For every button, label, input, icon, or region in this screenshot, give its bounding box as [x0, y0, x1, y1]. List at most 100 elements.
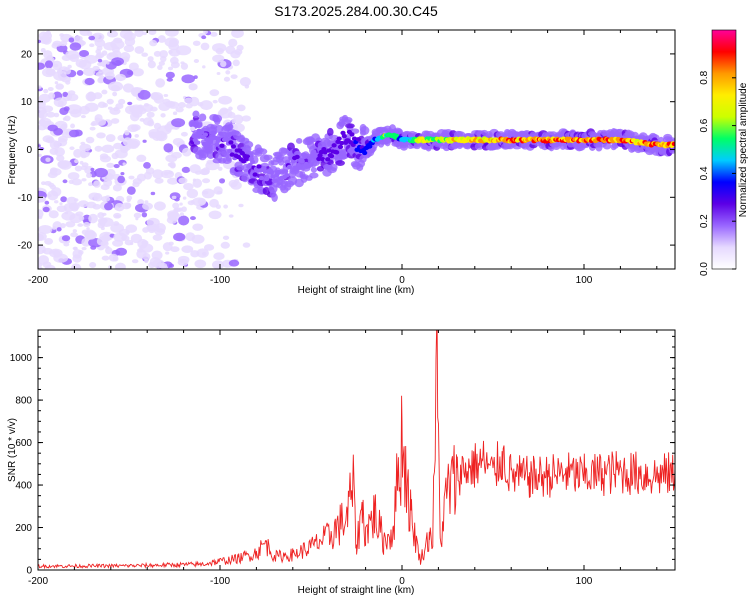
noise-blob	[225, 45, 236, 55]
snr-panel: -200 -100 0 100 0 200 400 600 800 1000 Height of…	[7, 329, 676, 596]
noise-blob	[88, 182, 93, 187]
noise-blob	[203, 244, 215, 251]
noise-blob	[136, 154, 147, 163]
noise-blob	[97, 77, 105, 84]
noise-blob	[186, 188, 199, 199]
noise-blob	[105, 134, 116, 142]
noise-blob	[150, 106, 158, 112]
ridge-core	[299, 159, 305, 164]
noise-blob	[120, 172, 125, 176]
x-tick-label: 0	[399, 576, 405, 587]
noise-blob	[97, 101, 107, 109]
noise-blob	[215, 204, 221, 210]
snr-y-axis-label: SNR (10 * v/v)	[7, 418, 18, 482]
ridge-core	[671, 141, 675, 147]
x-tick-label: -100	[210, 275, 230, 286]
noise-blob	[152, 169, 164, 179]
noise-blob	[88, 213, 98, 224]
noise-blob	[46, 111, 56, 118]
noise-blob	[165, 30, 179, 37]
ridge-halo	[225, 154, 232, 162]
noise-blob	[42, 32, 53, 40]
ridge-core	[269, 170, 275, 175]
noise-blob	[42, 247, 54, 255]
noise-blob	[38, 62, 46, 70]
noise-blob	[101, 50, 108, 56]
noise-blob	[169, 161, 176, 168]
noise-blob	[86, 227, 90, 231]
noise-blob	[159, 50, 168, 59]
ridge-core	[311, 149, 317, 154]
noise-blob	[70, 109, 82, 118]
noise-blob	[213, 252, 225, 261]
noise-blob	[153, 122, 162, 130]
noise-blob	[143, 162, 151, 169]
x-tick-label: 100	[576, 576, 593, 587]
noise-blob	[52, 249, 61, 256]
noise-blob	[49, 167, 58, 174]
noise-blob	[92, 65, 100, 71]
ridge-halo	[295, 137, 303, 144]
colorbar-gradient	[712, 30, 736, 269]
noise-blob	[54, 200, 59, 204]
spectrogram-heatmap	[38, 30, 675, 269]
noise-blob	[129, 112, 140, 122]
noise-blob	[101, 255, 110, 261]
ridge-core	[214, 142, 220, 147]
noise-blob	[234, 48, 243, 55]
noise-blob	[178, 101, 186, 109]
noise-blob	[66, 196, 77, 205]
y-tick-label: -20	[18, 241, 33, 252]
noise-blob	[182, 147, 192, 157]
noise-blob	[69, 213, 83, 224]
noise-blob	[163, 93, 169, 97]
ridge-halo	[335, 160, 345, 166]
ridge-core	[252, 172, 258, 177]
noise-blob	[78, 249, 84, 255]
noise-blob	[197, 102, 204, 107]
noise-blob	[217, 166, 223, 171]
noise-blob	[134, 46, 145, 54]
noise-blob	[41, 67, 56, 78]
noise-blob	[194, 259, 207, 269]
noise-blob	[244, 84, 250, 89]
noise-blob	[228, 214, 234, 218]
ridge-halo	[236, 164, 245, 171]
noise-blob	[133, 212, 142, 219]
noise-blob	[177, 258, 189, 266]
noise-blob	[94, 34, 100, 39]
noise-blob	[41, 249, 46, 254]
noise-blob	[54, 81, 59, 85]
noise-blob	[181, 74, 195, 84]
ridge-core	[247, 162, 253, 168]
noise-blob	[61, 235, 71, 242]
noise-blob	[152, 131, 162, 142]
noise-blob	[147, 56, 154, 62]
noise-blob	[113, 106, 119, 112]
noise-blob	[44, 200, 50, 205]
noise-blob	[56, 227, 62, 232]
ridge-core	[230, 144, 237, 149]
ridge-halo	[602, 142, 612, 150]
noise-blob	[108, 265, 113, 269]
noise-blob	[70, 232, 79, 238]
noise-blob	[142, 252, 151, 261]
noise-blob	[193, 59, 200, 64]
noise-blob	[216, 71, 221, 75]
ridge-halo	[258, 148, 268, 155]
noise-blob	[113, 221, 120, 227]
noise-blob	[184, 97, 193, 104]
noise-blob	[100, 241, 109, 247]
noise-blob	[38, 39, 42, 44]
noise-blob	[71, 178, 83, 186]
noise-blob	[168, 38, 178, 47]
noise-blob	[151, 250, 163, 260]
noise-blob	[231, 118, 237, 124]
noise-blob	[181, 166, 191, 173]
noise-blob	[228, 179, 238, 188]
noise-blob	[141, 52, 149, 57]
noise-blob	[85, 136, 95, 144]
noise-blob	[183, 182, 194, 191]
ridge-core	[211, 130, 217, 135]
x-tick-label: -200	[28, 275, 48, 286]
